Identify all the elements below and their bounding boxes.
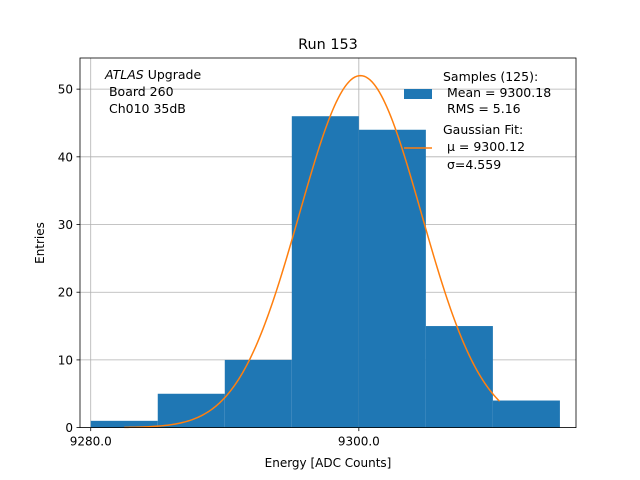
histogram-bar — [90, 420, 158, 428]
histogram-bar — [224, 359, 292, 428]
legend-fit-line-1: Gaussian Fit: — [443, 122, 523, 137]
atlas-annotation: ATLAS Upgrade Board 260 Ch010 35dB — [104, 67, 201, 116]
axis-ticks: 9280.0 9300.0 0 10 20 30 40 50 — [58, 83, 380, 449]
annotation-line-1: Upgrade — [144, 67, 202, 82]
y-tick-label: 0 — [65, 421, 73, 435]
x-axis-label: Energy [ADC Counts] — [265, 456, 392, 470]
chart-title: Run 153 — [298, 37, 358, 53]
svg-text:ATLAS Upgrade: ATLAS Upgrade — [104, 67, 201, 82]
x-tick-label: 9300.0 — [338, 435, 380, 449]
legend: Samples (125): Mean = 9300.18 RMS = 5.16… — [404, 69, 551, 172]
y-axis-label: Entries — [33, 222, 47, 264]
histogram-bar — [492, 400, 560, 428]
histogram-bar — [291, 116, 359, 428]
legend-hist-line-2: Mean = 9300.18 — [443, 85, 551, 100]
y-tick-label: 20 — [58, 286, 73, 300]
legend-hist-line-3: RMS = 5.16 — [443, 101, 521, 116]
y-tick-label: 30 — [58, 218, 73, 232]
legend-fit-line-2: μ = 9300.12 — [443, 139, 525, 154]
histogram-bar — [358, 129, 426, 428]
y-tick-label: 10 — [58, 353, 73, 367]
legend-histogram-swatch — [404, 89, 432, 99]
y-tick-label: 50 — [58, 83, 73, 97]
histogram-bar — [425, 326, 493, 428]
annotation-line-3: Ch010 35dB — [105, 101, 186, 116]
atlas-label: ATLAS — [104, 67, 144, 82]
plot-frame — [79, 57, 577, 429]
legend-hist-line-1: Samples (125): — [443, 69, 538, 84]
histogram-bar — [157, 393, 225, 428]
histogram-bars — [90, 116, 560, 428]
y-tick-label: 40 — [58, 150, 73, 164]
x-tick-label: 9280.0 — [70, 435, 112, 449]
gaussian-fit-curve — [124, 74, 501, 429]
legend-fit-line-3: σ=4.559 — [443, 157, 501, 172]
annotation-line-2: Board 260 — [105, 84, 174, 99]
